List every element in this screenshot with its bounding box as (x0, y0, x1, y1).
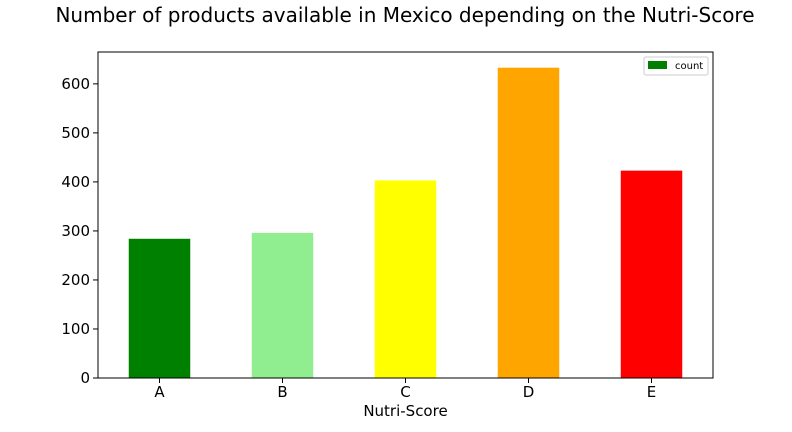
y-tick-label: 400 (61, 173, 90, 191)
y-tick-label: 200 (61, 271, 90, 289)
chart-title: Number of products available in Mexico d… (55, 3, 754, 27)
y-tick-label: 500 (61, 124, 90, 142)
x-tick-label-C: C (400, 383, 410, 401)
y-axis: 0 100 200 300 400 500 600 (61, 75, 98, 387)
y-tick-label: 300 (61, 222, 90, 240)
legend-label-count: count (675, 61, 703, 72)
x-tick-label-D: D (523, 383, 535, 401)
bar-C (374, 180, 437, 378)
x-tick-label-A: A (154, 383, 165, 401)
legend-swatch (648, 61, 667, 69)
x-tick-label-B: B (277, 383, 287, 401)
bar-D (497, 67, 560, 378)
y-tick-label: 600 (61, 75, 90, 93)
x-axis: A B C D E (154, 378, 656, 401)
plot-area-frame (97, 51, 714, 379)
y-tick-label: 100 (61, 320, 90, 338)
x-axis-label: Nutri-Score (363, 402, 447, 420)
bar-B (251, 232, 314, 378)
legend: count (643, 56, 709, 76)
bar-E (620, 170, 683, 378)
y-tick-label: 0 (80, 369, 90, 387)
bars-group (128, 67, 683, 378)
bar-A (128, 238, 191, 378)
x-tick-label-E: E (647, 383, 656, 401)
